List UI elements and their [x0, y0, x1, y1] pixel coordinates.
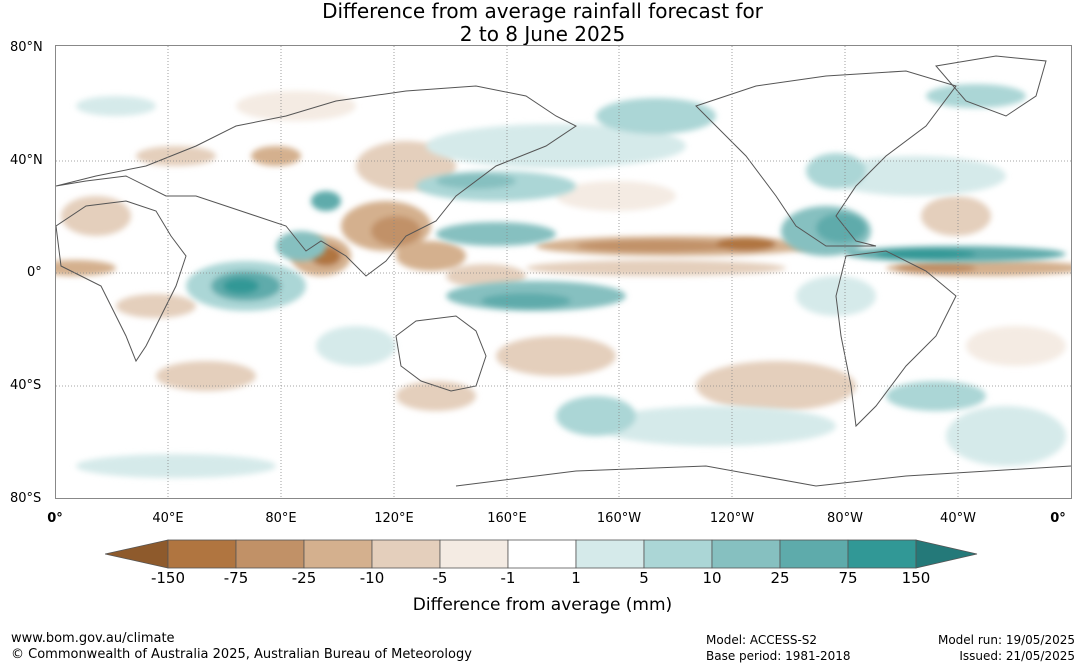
footer-base-period: Base period: 1981-2018 [706, 649, 851, 663]
lon-label-160e: 160°E [487, 511, 527, 526]
eurasia-outline [56, 85, 577, 277]
colorbar-tick: -75 [223, 569, 249, 587]
lon-label-80e: 80°E [265, 511, 297, 526]
colorbar-segment-3 [303, 539, 373, 569]
lat-label-40n: 40°N [10, 153, 43, 168]
colorbar-tick: 150 [901, 569, 931, 587]
colorbar-tick: 5 [639, 569, 649, 587]
lon-label-80w: 80°W [827, 511, 863, 526]
colorbar-tick: 1 [571, 569, 581, 587]
colorbar-segment-11 [847, 539, 917, 569]
colorbar-tick: -25 [291, 569, 317, 587]
map-title: Difference from average rainfall forecas… [0, 0, 1085, 46]
australia-outline [395, 315, 487, 392]
title-line-2: 2 to 8 June 2025 [459, 22, 626, 46]
colorbar-title: Difference from average (mm) [412, 595, 673, 615]
colorbar-segment-1 [167, 539, 237, 569]
lat-label-0: 0° [27, 265, 42, 280]
lon-label-120e: 120°E [374, 511, 414, 526]
colorbar-segment-10 [779, 539, 849, 569]
footer-model: Model: ACCESS-S2 [706, 633, 818, 647]
lat-label-40s: 40°S [10, 378, 42, 393]
dry-anomaly-regions [56, 91, 1071, 411]
colorbar [105, 539, 978, 569]
lon-label-0-right: 0° [1050, 511, 1066, 526]
lon-label-40e: 40°E [152, 511, 184, 526]
lon-label-40w: 40°W [940, 511, 976, 526]
colorbar-tick: -10 [359, 569, 385, 587]
lon-label-160w: 160°W [596, 511, 642, 526]
coastlines [56, 55, 1071, 487]
colorbar-tick: 10 [702, 569, 722, 587]
lon-label-120w: 120°W [709, 511, 755, 526]
colorbar-segment-6 [507, 539, 577, 569]
colorbar-segment-8 [643, 539, 713, 569]
footer-issued: Issued: 21/05/2025 [959, 649, 1075, 663]
colorbar-tick: -5 [432, 569, 448, 587]
lat-label-80s: 80°S [10, 491, 42, 506]
footer-model-run: Model run: 19/05/2025 [937, 633, 1075, 647]
map-canvas [56, 46, 1071, 498]
colorbar-arrow-left [105, 539, 169, 569]
footer-website: www.bom.gov.au/climate [11, 631, 175, 646]
footer-copyright: © Commonwealth of Australia 2025, Austra… [11, 647, 472, 662]
colorbar-segment-7 [575, 539, 645, 569]
colorbar-tick: 75 [838, 569, 858, 587]
wet-anomaly-regions [76, 84, 1066, 478]
lon-label-0-left: 0° [47, 511, 63, 526]
greenland-outline [935, 55, 1047, 117]
title-line-1: Difference from average rainfall forecas… [322, 0, 763, 23]
colorbar-tick: -1 [500, 569, 516, 587]
antarctica-outline [455, 465, 1071, 487]
colorbar-tick: -150 [150, 569, 186, 587]
colorbar-segment-5 [439, 539, 509, 569]
colorbar-segment-9 [711, 539, 781, 569]
colorbar-segment-2 [235, 539, 305, 569]
africa-outline [56, 200, 187, 363]
colorbar-arrow-right [915, 539, 978, 569]
lat-label-80n: 80°N [10, 40, 43, 55]
north-america-outline [695, 70, 957, 247]
gridlines [56, 46, 1071, 498]
rainfall-anomaly-map [55, 45, 1072, 499]
colorbar-segment-4 [371, 539, 441, 569]
colorbar-tick: 25 [770, 569, 790, 587]
